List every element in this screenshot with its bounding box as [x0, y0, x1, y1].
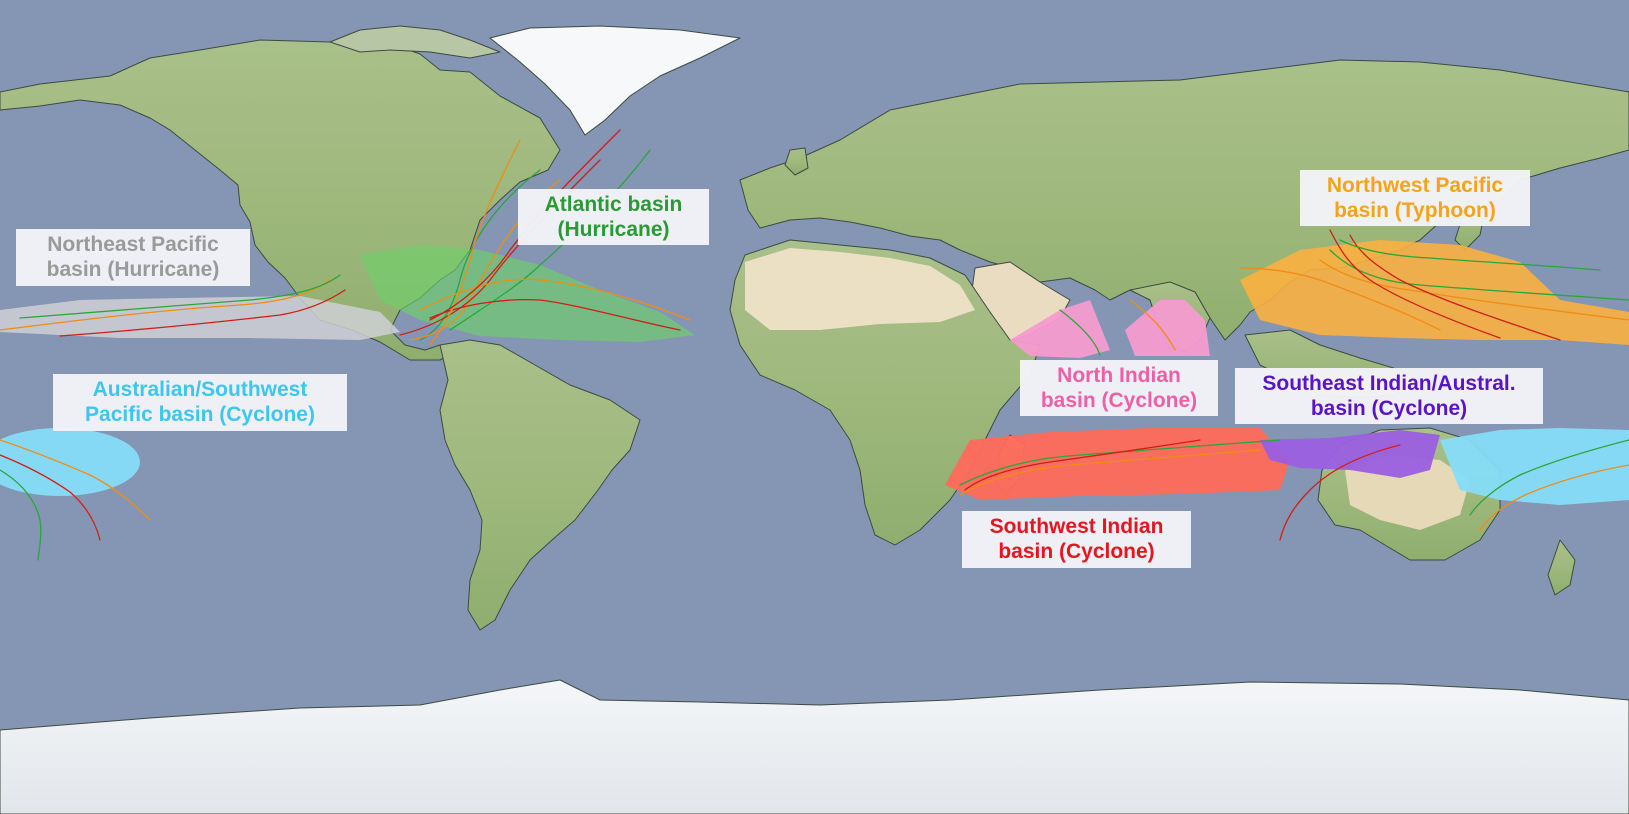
label-australian-southwest-pacific: Australian/Southwest Pacific basin (Cycl…: [53, 374, 347, 431]
label-southeast-indian-line1: Southeast Indian/Austral.: [1262, 372, 1516, 395]
label-northeast-pacific: Northeast Pacific basin (Hurricane): [16, 229, 250, 286]
label-southwest-indian-line2: basin (Cyclone): [998, 540, 1155, 563]
north-indian-region-west: [1010, 300, 1110, 358]
label-atlantic: Atlantic basin (Hurricane): [518, 189, 709, 245]
greenland: [489, 25, 741, 136]
northwest-pacific-region: [1240, 240, 1629, 345]
northeast-pacific-region: [0, 296, 400, 340]
label-southwest-indian-line1: Southwest Indian: [989, 515, 1164, 538]
arctic-islands: [329, 25, 501, 59]
label-northeast-pacific-line2: basin (Hurricane): [46, 258, 220, 281]
label-northwest-pacific-line2: basin (Typhoon): [1334, 199, 1496, 222]
label-southeast-indian: Southeast Indian/Austral. basin (Cyclone…: [1235, 368, 1543, 424]
south-america: [439, 339, 641, 631]
southwest-indian-region: [945, 428, 1290, 500]
label-north-indian: North Indian basin (Cyclone): [1020, 360, 1218, 416]
label-northeast-pacific-line1: Northeast Pacific: [47, 233, 219, 256]
label-atlantic-line1: Atlantic basin: [544, 193, 683, 216]
sahara: [745, 248, 975, 330]
label-australian-southwest-pacific-line2: Pacific basin (Cyclone): [85, 403, 315, 426]
label-north-indian-line2: basin (Cyclone): [1040, 389, 1198, 412]
southeast-indian-region: [1260, 430, 1440, 478]
australian-region-east: [1440, 428, 1629, 505]
label-southwest-indian: Southwest Indian basin (Cyclone): [962, 511, 1191, 568]
label-southeast-indian-line2: basin (Cyclone): [1310, 397, 1468, 420]
label-atlantic-line2: (Hurricane): [557, 218, 670, 241]
basin-regions: [0, 240, 1629, 505]
antarctica: [0, 679, 1629, 814]
label-australian-southwest-pacific-line1: Australian/Southwest: [92, 378, 308, 401]
label-northwest-pacific: Northwest Pacific basin (Typhoon): [1300, 170, 1530, 226]
label-northwest-pacific-line1: Northwest Pacific: [1326, 174, 1504, 197]
uk: [784, 147, 809, 176]
label-north-indian-line1: North Indian: [1057, 364, 1181, 387]
australian-region-west: [0, 428, 140, 496]
new-zealand: [1547, 539, 1576, 596]
